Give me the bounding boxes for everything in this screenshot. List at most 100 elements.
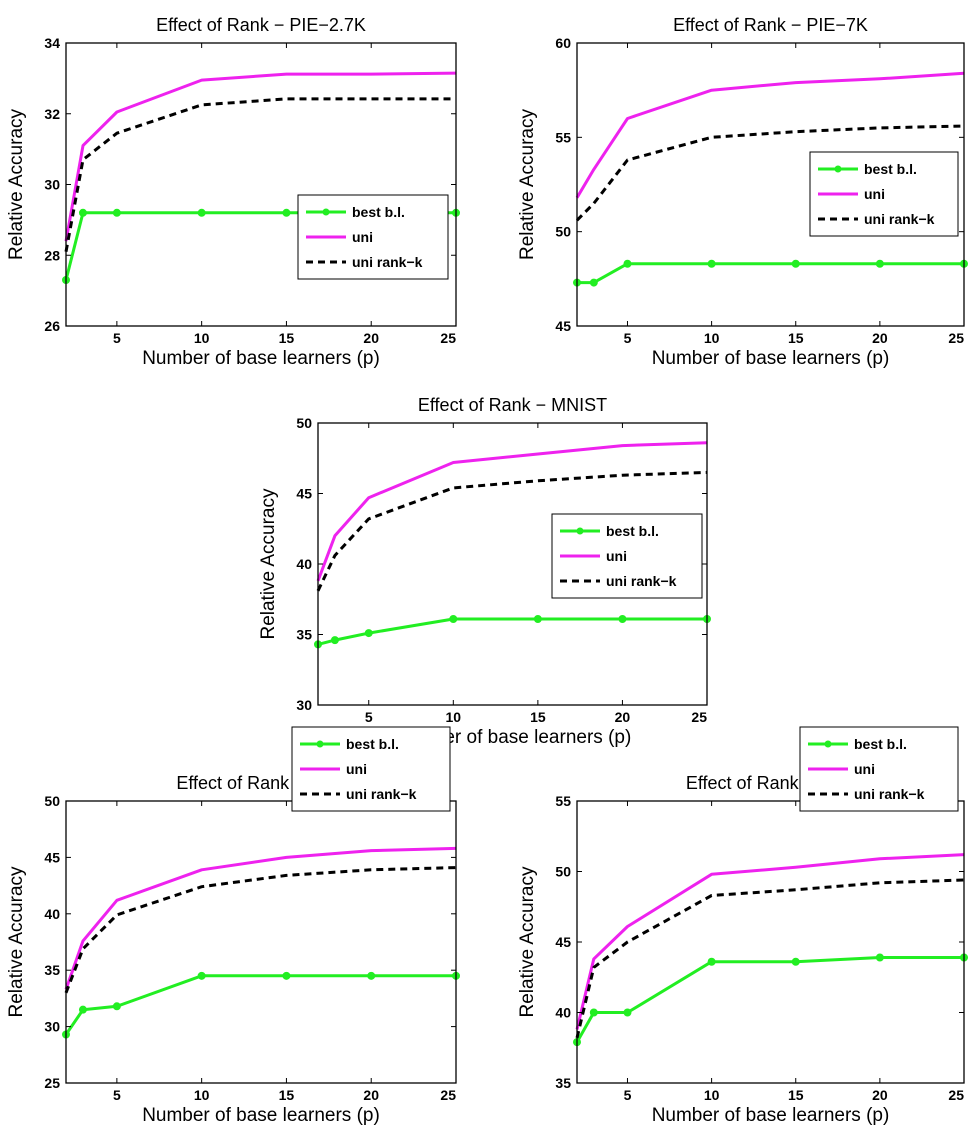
- x-tick-label: 5: [624, 1087, 632, 1103]
- legend-marker: [824, 740, 832, 748]
- y-tick-label: 26: [44, 318, 60, 334]
- series-line-uni: [316, 441, 708, 582]
- y-tick-label: 50: [555, 864, 571, 880]
- x-tick-label: 20: [363, 1087, 379, 1103]
- plot-frame: [65, 42, 457, 327]
- data-point: [449, 614, 458, 623]
- series-line-uni: [64, 846, 457, 990]
- series-line-uni-rank-k: [316, 470, 708, 592]
- x-tick-label: 15: [788, 330, 804, 346]
- data-point: [282, 208, 291, 217]
- legend-label: best b.l.: [864, 161, 917, 177]
- legend-label: uni: [854, 761, 875, 777]
- data-point: [330, 636, 339, 645]
- series-line-uni: [64, 71, 457, 242]
- legend: best b.l. uni uni rank−k: [291, 726, 451, 812]
- chart-title: Effect of Rank − PIE−2.7K: [156, 15, 366, 35]
- y-tick-label: 35: [296, 627, 312, 643]
- x-tick-label: 5: [365, 709, 373, 725]
- x-axis-label: Number of base learners (p): [394, 727, 632, 748]
- x-tick-label: 10: [194, 330, 210, 346]
- x-tick-label: 20: [363, 330, 379, 346]
- x-tick-label: 5: [624, 330, 632, 346]
- x-tick-label: 25: [440, 330, 456, 346]
- chart-title: Effect of Rank − MNIST: [418, 395, 607, 415]
- y-tick-label: 40: [44, 906, 60, 922]
- plot-frame: [576, 42, 965, 327]
- x-tick-label: 20: [872, 1087, 888, 1103]
- x-tick-label: 15: [788, 1087, 804, 1103]
- legend-label: best b.l.: [352, 204, 405, 220]
- x-tick-label: 5: [113, 330, 121, 346]
- data-point: [282, 971, 291, 980]
- series-line-uni: [575, 853, 965, 1030]
- x-tick-label: 10: [446, 709, 462, 725]
- plot-frame: [576, 800, 965, 1084]
- y-tick-label: 30: [44, 177, 60, 193]
- data-point: [78, 1005, 87, 1014]
- legend-label: uni: [606, 548, 627, 564]
- x-tick-label: 25: [948, 1087, 964, 1103]
- legend: best b.l. uni uni rank−k: [551, 513, 703, 599]
- x-tick-label: 15: [530, 709, 546, 725]
- data-point: [367, 971, 376, 980]
- series-line-best-bl: [577, 262, 964, 285]
- legend-label: uni: [352, 229, 373, 245]
- x-tick-label: 25: [691, 709, 707, 725]
- data-point: [112, 1002, 121, 1011]
- y-axis-label: Relative Accuracy: [517, 866, 538, 1018]
- data-point: [589, 278, 598, 287]
- y-tick-label: 32: [44, 106, 60, 122]
- x-tick-label: 15: [279, 330, 295, 346]
- x-axis-label: Number of base learners (p): [652, 1105, 890, 1126]
- legend-marker: [316, 740, 324, 748]
- legend-marker: [576, 527, 584, 535]
- x-tick-label: 10: [194, 1087, 210, 1103]
- legend: best b.l. uni uni rank−k: [799, 726, 959, 812]
- x-axis-label: Number of base learners (p): [142, 348, 380, 369]
- y-tick-label: 50: [44, 793, 60, 809]
- x-tick-label: 10: [704, 1087, 720, 1103]
- data-point: [197, 208, 206, 217]
- y-tick-label: 40: [555, 1005, 571, 1021]
- legend-label: best b.l.: [606, 523, 659, 539]
- legend: best b.l. uni uni rank−k: [297, 194, 449, 280]
- series-line-uni-rank-k: [64, 866, 457, 994]
- legend-label: best b.l.: [854, 736, 907, 752]
- data-point: [791, 957, 800, 966]
- series-line-best-bl: [317, 617, 707, 646]
- y-tick-label: 45: [555, 318, 571, 334]
- legend-label: uni: [346, 761, 367, 777]
- y-tick-label: 35: [555, 1075, 571, 1091]
- y-tick-label: 25: [44, 1075, 60, 1091]
- series-line-uni: [575, 71, 965, 199]
- plot-frame: [65, 800, 457, 1084]
- y-tick-label: 28: [44, 247, 60, 263]
- y-tick-label: 35: [44, 962, 60, 978]
- x-tick-label: 20: [872, 330, 888, 346]
- x-axis-label: Number of base learners (p): [652, 348, 890, 369]
- data-point: [623, 1008, 632, 1017]
- chart-panel: Effect of Rank − MNIST Number of base lea…: [258, 395, 711, 748]
- y-axis-label: Relative Accuracy: [517, 109, 538, 261]
- y-tick-label: 45: [296, 486, 312, 502]
- y-axis-label: Relative Accuracy: [258, 488, 279, 640]
- y-axis-label: Relative Accuracy: [6, 866, 27, 1018]
- data-point: [589, 1008, 598, 1017]
- series-line-best-bl: [64, 974, 456, 1036]
- y-tick-label: 30: [44, 1019, 60, 1035]
- data-point: [875, 259, 884, 268]
- x-tick-label: 25: [948, 330, 964, 346]
- y-tick-label: 55: [555, 793, 571, 809]
- chart-title: Effect of Rank − PIE−7K: [673, 15, 868, 35]
- legend-marker: [322, 208, 330, 216]
- x-tick-label: 15: [279, 1087, 295, 1103]
- legend-label: uni rank−k: [346, 786, 417, 802]
- data-point: [78, 208, 87, 217]
- y-tick-label: 45: [44, 849, 60, 865]
- data-point: [623, 259, 632, 268]
- legend-label: uni rank−k: [864, 211, 935, 227]
